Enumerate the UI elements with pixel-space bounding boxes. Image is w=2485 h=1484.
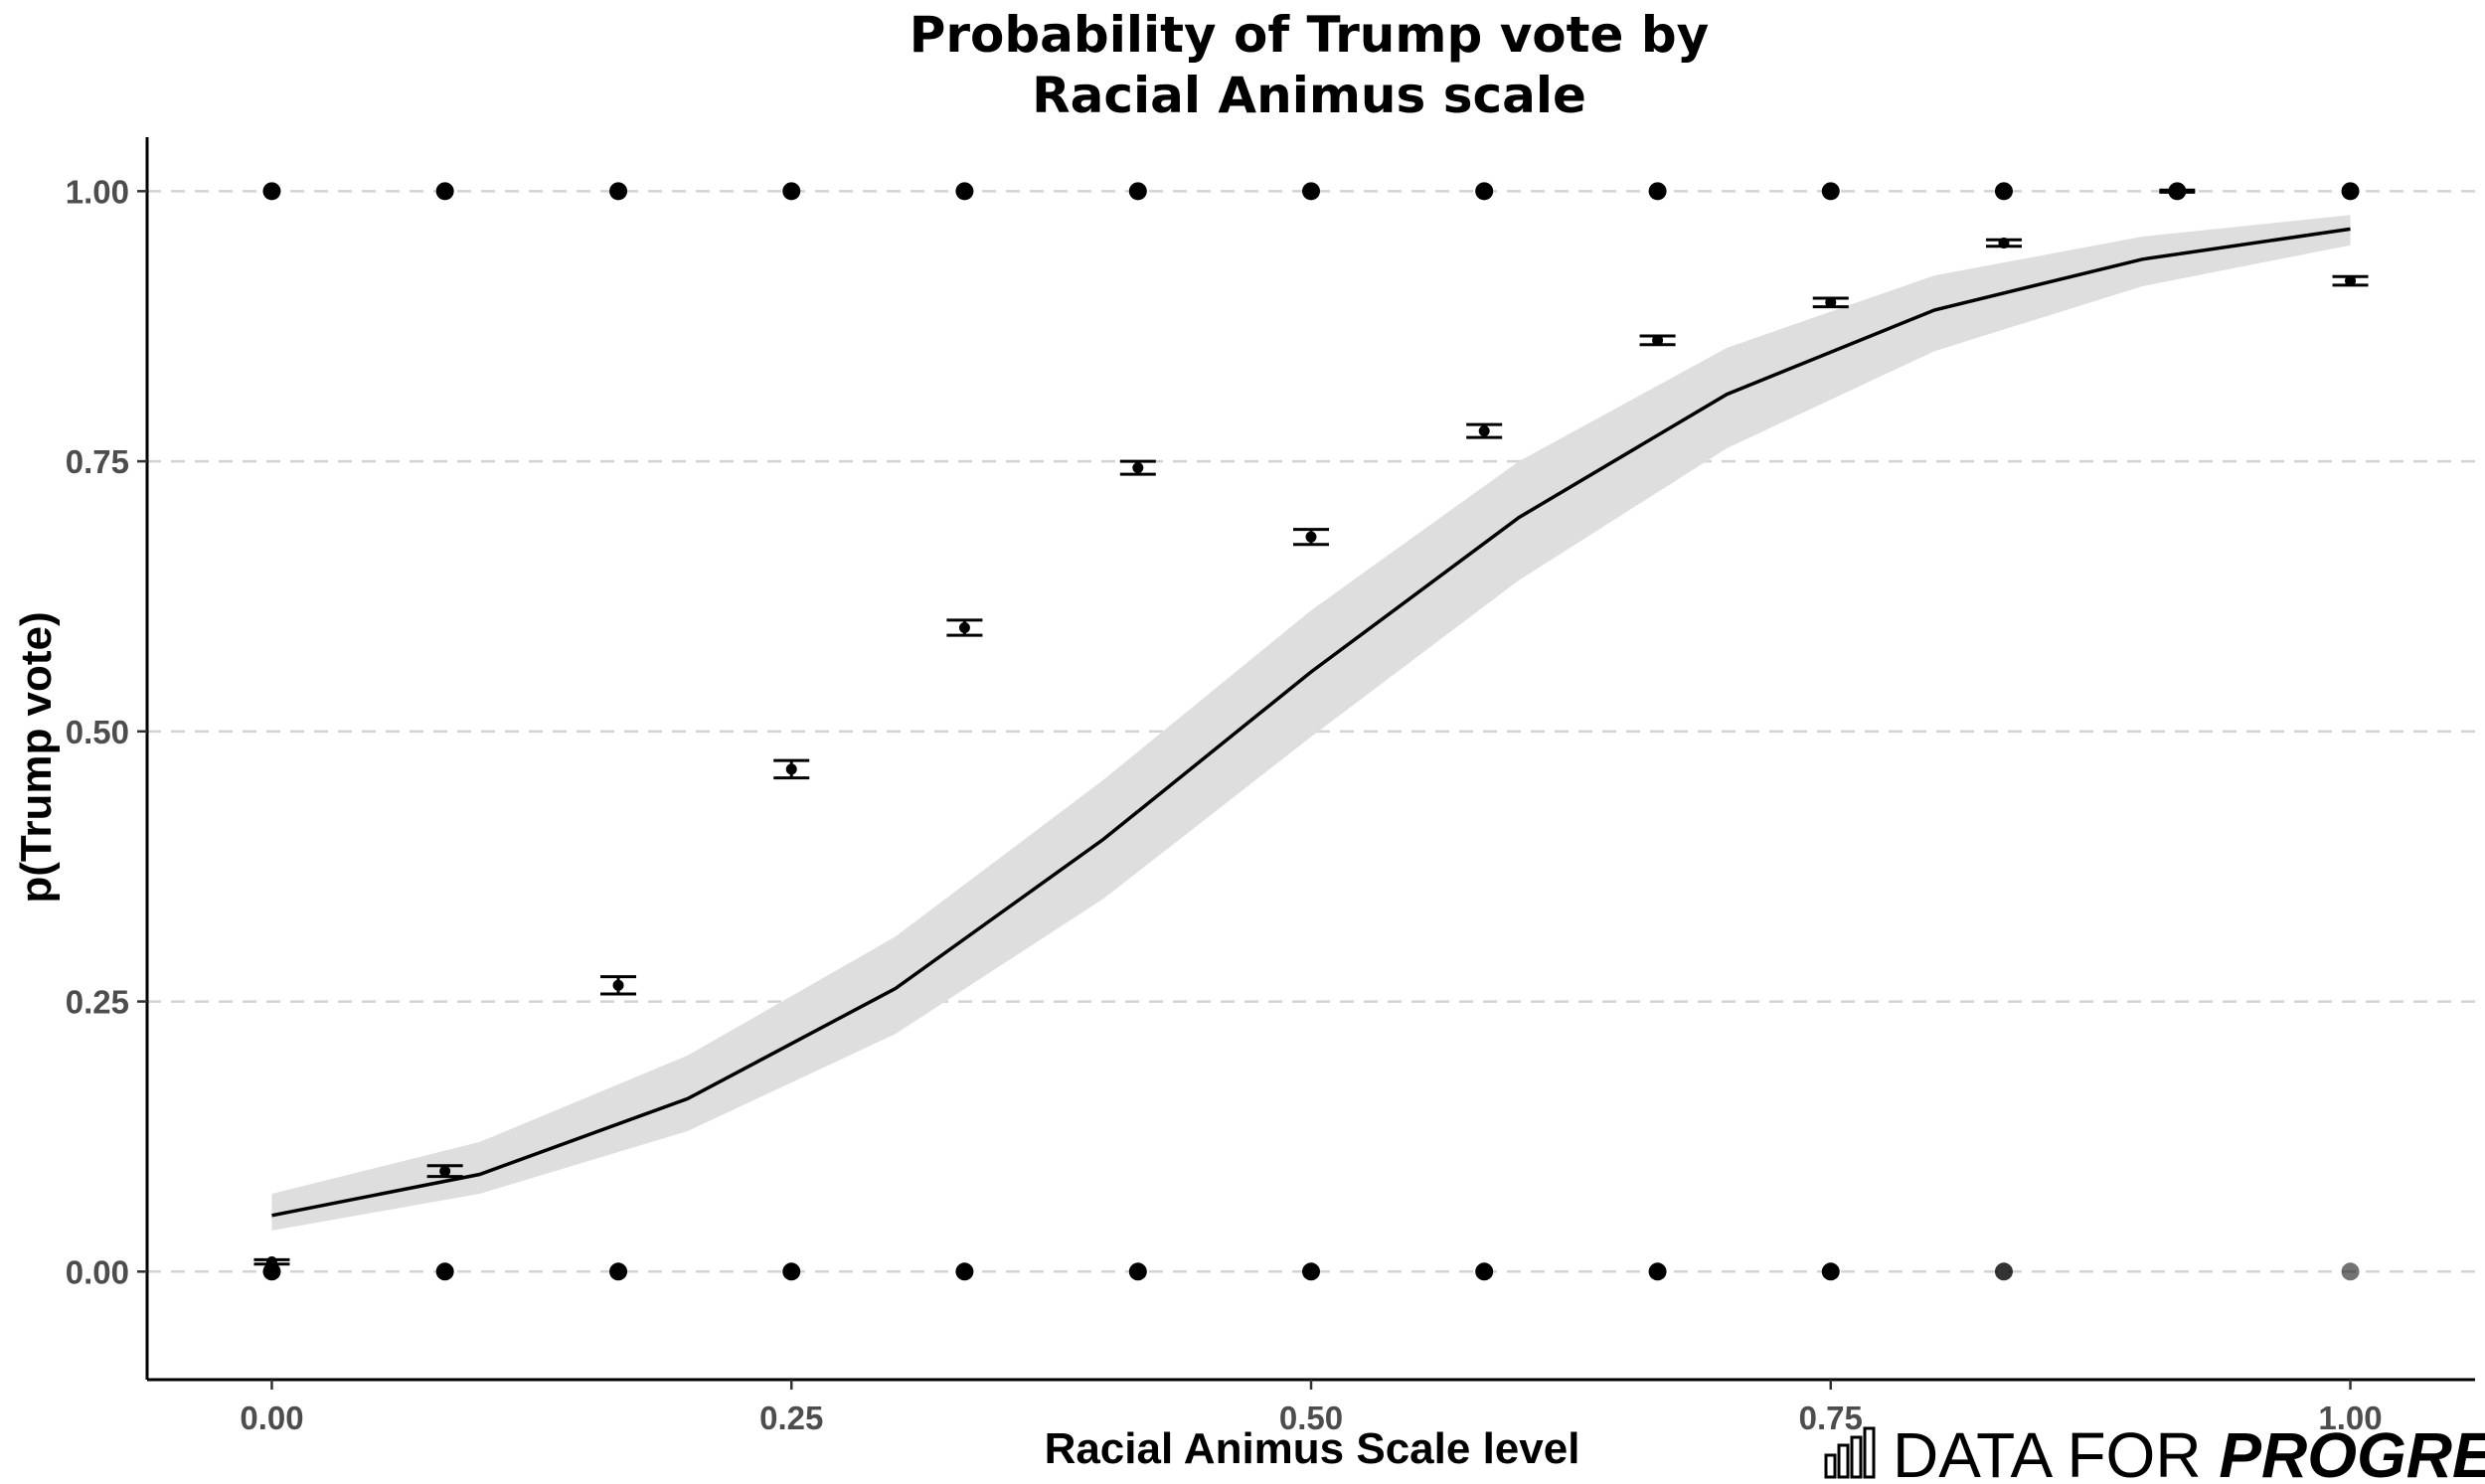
mean-marker-2 xyxy=(600,975,637,996)
y-axis-title: p(Trump vote) xyxy=(12,611,61,903)
fit-line-layer xyxy=(271,227,2351,1218)
response-point-0-7 xyxy=(1475,182,1494,201)
mean-marker-5 xyxy=(1119,459,1156,476)
response-point-1-3 xyxy=(782,1262,801,1281)
mean-marker-9 xyxy=(1812,296,1849,309)
mean-point-2 xyxy=(612,979,624,991)
x-tick-label-4: 1.00 xyxy=(2318,1400,2382,1436)
mean-marker-6 xyxy=(1293,528,1329,547)
axes xyxy=(145,137,2475,1382)
response-point-1-6 xyxy=(1302,1262,1320,1281)
response-point-1-1 xyxy=(435,1262,454,1281)
x-axis-title: Racial Animus Scale level xyxy=(1045,1424,1580,1473)
response-point-0-12 xyxy=(2341,182,2360,201)
confidence-ribbon xyxy=(271,215,2351,1232)
response-point-1-5 xyxy=(1128,1262,1147,1281)
mean-point-7 xyxy=(1478,425,1490,437)
response-point-1-0 xyxy=(262,1262,281,1281)
response-point-0-3 xyxy=(782,182,801,201)
mean-point-10 xyxy=(1998,238,2010,249)
brand-text-bold: PROGRESS xyxy=(2219,1419,2485,1484)
y-tick-label-4: 1.00 xyxy=(66,173,129,210)
response-point-1-10 xyxy=(1994,1262,2013,1281)
response-point-1-8 xyxy=(1648,1262,1667,1281)
x-tick-label-0: 0.00 xyxy=(240,1400,303,1436)
y-tick-label-0: 0.00 xyxy=(66,1253,129,1290)
logistic-fit-line xyxy=(271,227,2351,1218)
mean-marker-3 xyxy=(773,758,810,780)
chart-title-line-1: Probability of Trump vote by xyxy=(910,6,1710,64)
mean-marker-11 xyxy=(2159,185,2196,197)
y-tick-label-2: 0.50 xyxy=(66,714,129,750)
brand-text-light: DATA FOR xyxy=(1893,1419,2219,1484)
grid-lines xyxy=(147,190,2475,1273)
response-point-0-2 xyxy=(609,182,628,201)
mean-point-5 xyxy=(1132,462,1144,474)
response-point-0-9 xyxy=(1821,182,1840,201)
mean-point-11 xyxy=(2171,185,2183,197)
mean-marker-10 xyxy=(1985,238,2022,249)
confidence-ribbon-layer xyxy=(271,215,2351,1232)
mean-marker-8 xyxy=(1639,334,1676,347)
response-point-1-9 xyxy=(1821,1262,1840,1281)
mean-point-1 xyxy=(439,1165,451,1177)
x-tick-label-3: 0.75 xyxy=(1799,1400,1863,1436)
chart-title-line-2: Racial Animus scale xyxy=(1032,67,1586,124)
brand-wordmark: DATA FOR PROGRESS xyxy=(1893,1419,2485,1484)
response-point-1-4 xyxy=(955,1262,974,1281)
response-point-0-6 xyxy=(1302,182,1320,201)
response-point-1-7 xyxy=(1475,1262,1494,1281)
mean-marker-0 xyxy=(253,1256,290,1268)
y-tick-label-3: 0.75 xyxy=(66,443,129,480)
response-point-0-10 xyxy=(1994,182,2013,201)
mean-point-8 xyxy=(1652,334,1664,346)
brand-logo: DATA FOR PROGRESS xyxy=(1824,1419,2485,1484)
x-tick-label-1: 0.25 xyxy=(759,1400,823,1436)
mean-point-4 xyxy=(958,621,970,633)
mean-marker-1 xyxy=(426,1164,463,1179)
mean-point-6 xyxy=(1305,531,1317,543)
mean-point-12 xyxy=(2345,275,2357,287)
response-point-0-5 xyxy=(1128,182,1147,201)
mean-point-9 xyxy=(1825,296,1837,308)
tick-labels: 0.00 0.25 0.50 0.75 1.00 0.00 0.25 0.50 0.75 1.00 xyxy=(66,173,2383,1436)
mean-marker-4 xyxy=(946,618,983,637)
error-bars-layer xyxy=(253,185,2369,1268)
bar-chart-icon xyxy=(1824,1426,1876,1479)
y-tick-label-1: 0.25 xyxy=(66,984,129,1021)
response-point-1-2 xyxy=(609,1262,628,1281)
chart-title: Probability of Trump vote by Racial Anim… xyxy=(910,6,1710,124)
response-point-0-8 xyxy=(1648,182,1667,201)
x-tick-label-2: 0.50 xyxy=(1279,1400,1343,1436)
mean-marker-7 xyxy=(1466,422,1503,439)
response-point-1-11 xyxy=(2341,1262,2360,1281)
mean-marker-12 xyxy=(2332,274,2369,287)
mean-point-0 xyxy=(265,1256,277,1268)
response-point-0-4 xyxy=(955,182,974,201)
response-point-0-0 xyxy=(262,182,281,201)
response-point-0-1 xyxy=(435,182,454,201)
mean-point-3 xyxy=(785,763,797,775)
